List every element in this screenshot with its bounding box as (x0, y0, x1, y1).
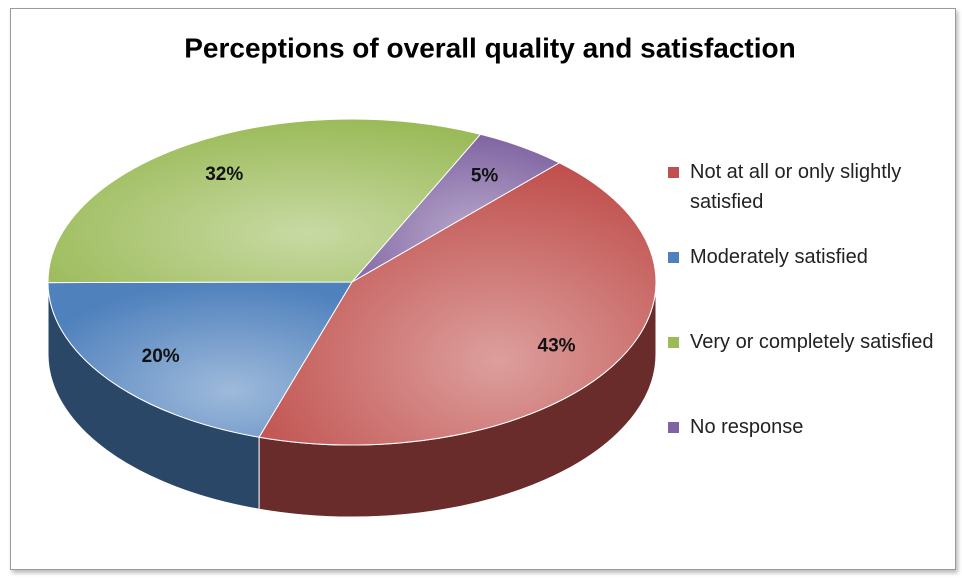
value-label: 32% (205, 164, 243, 185)
legend-swatch (668, 422, 679, 433)
value-label: 5% (471, 166, 499, 187)
legend-swatch (668, 252, 679, 263)
legend-item: No response (668, 412, 962, 442)
legend-item: Not at all or only slightly satisfied (668, 157, 962, 217)
legend-swatch (668, 167, 679, 178)
legend-label: No response (690, 416, 804, 438)
chart-title: Perceptions of overall quality and satis… (184, 32, 796, 63)
legend-label: Very or completely satisfied (690, 331, 934, 353)
legend-item: Moderately satisfied (668, 242, 962, 272)
value-label: 43% (538, 335, 576, 356)
chart-frame (10, 8, 956, 570)
legend-swatch (668, 337, 679, 348)
value-label: 20% (142, 346, 180, 367)
legend-label: Not at all or only slightly satisfied (690, 161, 902, 213)
legend-label: Moderately satisfied (690, 246, 868, 268)
legend-item: Very or completely satisfied (668, 327, 962, 357)
